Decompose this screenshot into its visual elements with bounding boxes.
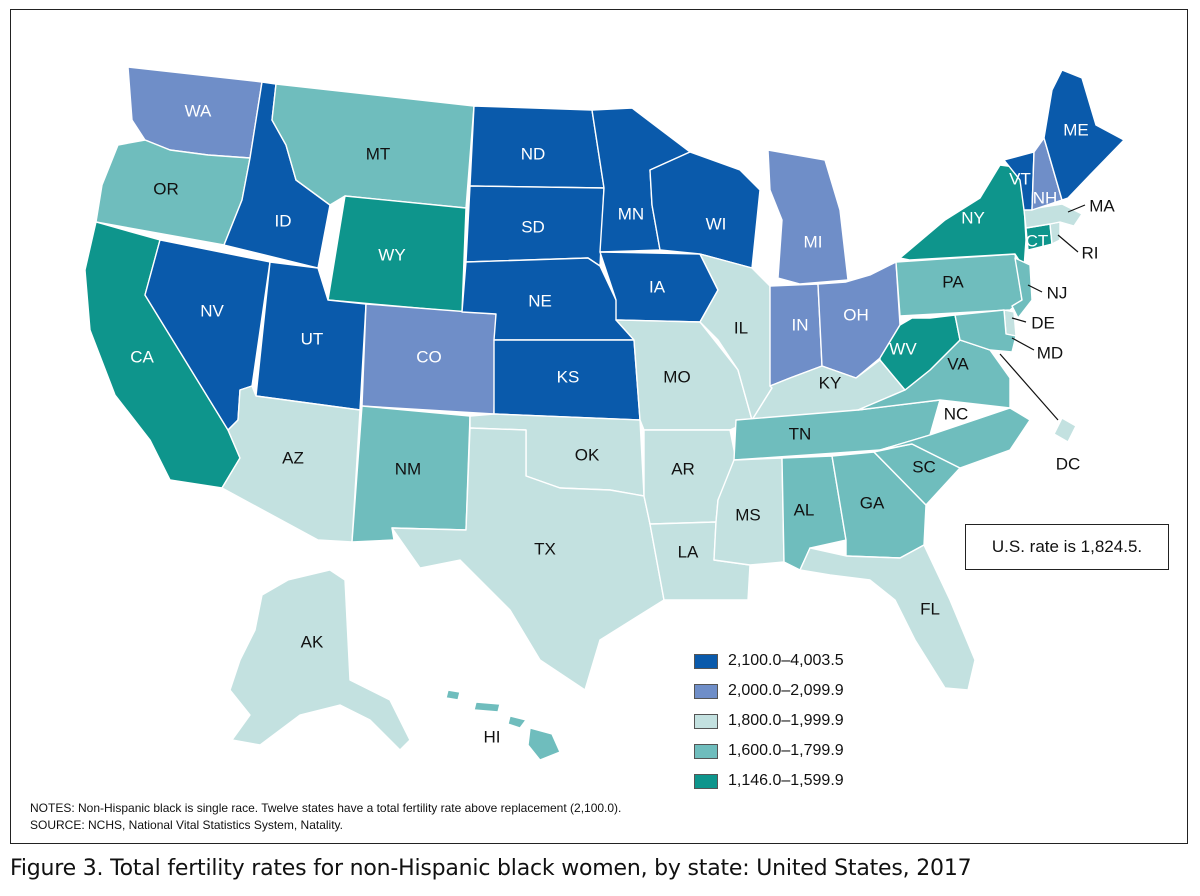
state-label-OR: OR — [153, 179, 179, 198]
state-label-WV: WV — [889, 339, 917, 358]
legend-item: 1,146.0–1,599.9 — [694, 766, 844, 796]
state-label-MA: MA — [1089, 196, 1115, 215]
state-label-MI: MI — [804, 232, 823, 251]
legend-item: 2,000.0–2,099.9 — [694, 676, 844, 706]
state-AK — [229, 569, 411, 751]
state-label-VA: VA — [947, 354, 969, 373]
legend-swatch — [694, 743, 718, 759]
state-label-KY: KY — [819, 373, 842, 392]
state-label-RI: RI — [1082, 243, 1099, 262]
state-label-IL: IL — [734, 318, 748, 337]
state-label-GA: GA — [860, 493, 885, 512]
figure-caption: Figure 3. Total fertility rates for non-… — [10, 856, 972, 881]
state-label-UT: UT — [301, 329, 324, 348]
state-MA — [1023, 203, 1083, 229]
state-label-AZ: AZ — [282, 448, 304, 467]
states-layer — [84, 66, 1125, 761]
legend-item: 2,100.0–4,003.5 — [694, 646, 844, 676]
state-label-VT: VT — [1009, 169, 1031, 188]
state-label-OH: OH — [843, 305, 869, 324]
leader-line-NJ — [1027, 284, 1043, 293]
us-rate-box: U.S. rate is 1,824.5. — [965, 524, 1169, 570]
legend-label: 1,600.0–1,799.9 — [728, 742, 844, 759]
state-label-MT: MT — [366, 144, 391, 163]
state-label-NJ: NJ — [1047, 283, 1068, 302]
legend-swatch — [694, 653, 718, 669]
state-label-IA: IA — [649, 277, 666, 296]
notes: NOTES: Non-Hispanic black is single race… — [30, 800, 621, 834]
state-DC — [1053, 417, 1077, 443]
state-NJ — [1011, 257, 1033, 319]
state-label-IN: IN — [792, 315, 809, 334]
state-label-DE: DE — [1031, 313, 1055, 332]
leader-line-DE — [1011, 317, 1027, 323]
legend-item: 1,600.0–1,799.9 — [694, 736, 844, 766]
state-label-WY: WY — [378, 245, 405, 264]
state-label-NY: NY — [961, 208, 985, 227]
state-label-AR: AR — [671, 459, 695, 478]
state-label-NV: NV — [200, 301, 224, 320]
legend-swatch — [694, 713, 718, 729]
state-label-NC: NC — [944, 404, 969, 423]
state-label-OK: OK — [575, 445, 600, 464]
state-label-KS: KS — [557, 367, 580, 386]
state-label-TN: TN — [789, 424, 812, 443]
state-label-MN: MN — [618, 204, 644, 223]
legend-swatch — [694, 773, 718, 789]
us-map: WA OR CA ID NV MT WY UT AZ CO NM ND SD N… — [84, 66, 1125, 761]
state-label-NH: NH — [1033, 188, 1058, 207]
state-label-CO: CO — [416, 347, 442, 366]
legend-label: 1,800.0–1,999.9 — [728, 712, 844, 729]
legend: 2,100.0–4,003.5 2,000.0–2,099.9 1,800.0–… — [694, 646, 844, 796]
source-line: SOURCE: NCHS, National Vital Statistics … — [30, 818, 343, 832]
state-label-SC: SC — [912, 457, 936, 476]
state-label-MO: MO — [663, 367, 690, 386]
state-NC — [879, 407, 1031, 469]
state-VT — [1003, 151, 1035, 211]
state-IL — [699, 253, 773, 421]
state-WI — [649, 151, 761, 269]
state-label-DC: DC — [1056, 454, 1081, 473]
legend-label: 2,100.0–4,003.5 — [728, 652, 844, 669]
state-label-PA: PA — [942, 272, 964, 291]
state-ME — [1043, 69, 1125, 201]
state-label-LA: LA — [678, 542, 699, 561]
state-MD — [954, 309, 1017, 353]
state-labels: WA OR CA ID NV MT WY UT AZ CO NM ND SD N… — [130, 101, 1115, 746]
notes-line: NOTES: Non-Hispanic black is single race… — [30, 801, 622, 815]
state-FL — [799, 544, 976, 691]
state-HI — [445, 689, 561, 761]
leader-line-RI — [1057, 234, 1079, 253]
state-label-SD: SD — [521, 217, 545, 236]
legend-item: 1,800.0–1,999.9 — [694, 706, 844, 736]
state-label-WA: WA — [185, 101, 212, 120]
state-label-FL: FL — [920, 599, 940, 618]
state-label-AL: AL — [794, 500, 815, 519]
state-label-HI: HI — [484, 727, 501, 746]
legend-label: 2,000.0–2,099.9 — [728, 682, 844, 699]
leader-line-DC — [999, 353, 1059, 421]
leader-line-MD — [1011, 337, 1035, 351]
leader-line-MA — [1067, 204, 1086, 213]
state-label-AK: AK — [301, 632, 324, 651]
state-label-TX: TX — [534, 539, 556, 558]
state-label-MS: MS — [735, 505, 761, 524]
state-TX — [391, 427, 665, 691]
state-label-CA: CA — [130, 347, 154, 366]
state-label-WI: WI — [706, 214, 727, 233]
legend-swatch — [694, 683, 718, 699]
state-label-NE: NE — [528, 291, 552, 310]
state-label-CT: CT — [1026, 231, 1049, 250]
state-MT — [271, 83, 475, 209]
legend-label: 1,146.0–1,599.9 — [728, 772, 844, 789]
state-label-ME: ME — [1063, 120, 1089, 139]
state-label-ID: ID — [275, 211, 292, 230]
state-RI — [1049, 221, 1061, 245]
state-label-NM: NM — [395, 459, 421, 478]
state-MI — [767, 149, 849, 285]
state-label-MD: MD — [1037, 343, 1063, 362]
state-label-ND: ND — [521, 144, 546, 163]
leader-lines — [999, 204, 1086, 421]
